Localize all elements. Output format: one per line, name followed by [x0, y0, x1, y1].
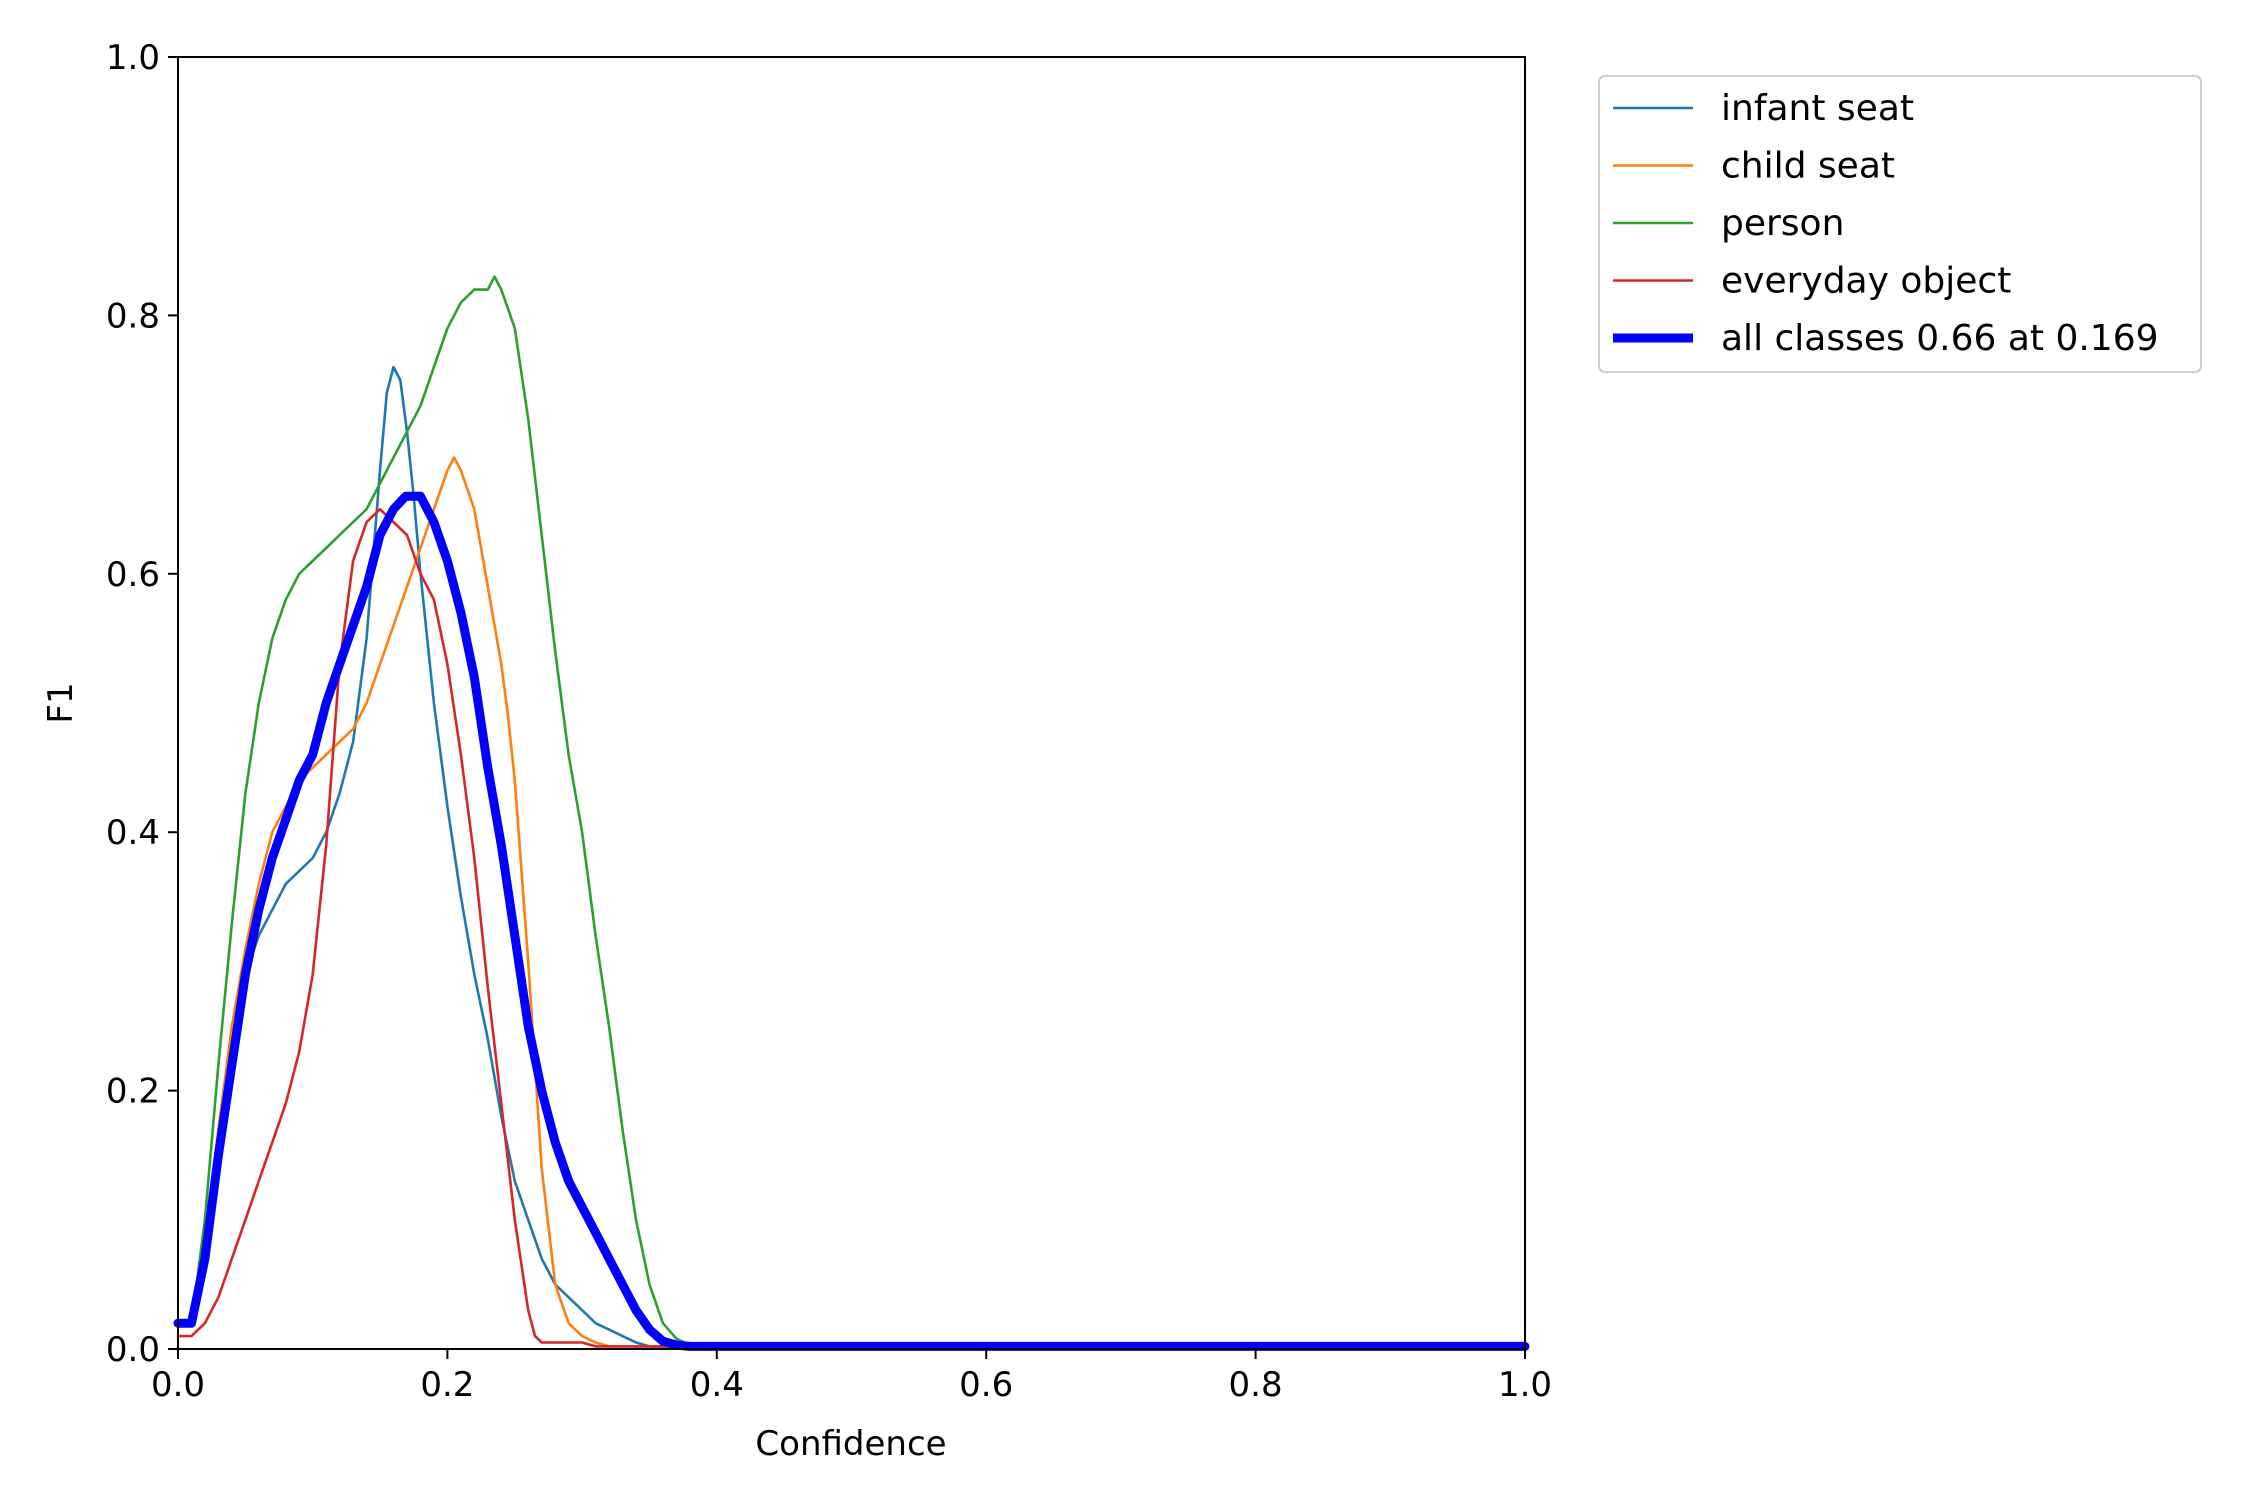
- y-tick-label: 0.6: [106, 555, 160, 595]
- x-axis-ticks: 0.0 0.2 0.4 0.6 0.8 1.0: [151, 1349, 1552, 1405]
- plot-frame: [177, 56, 1526, 1350]
- legend-label-infant-seat: infant seat: [1721, 88, 1914, 129]
- x-tick-label: 1.0: [1498, 1365, 1552, 1405]
- y-tick-label: 0.2: [106, 1072, 160, 1112]
- curve-all-classes-0-66-at-0-169: [173, 491, 1530, 1351]
- x-tick-label: 0.4: [690, 1365, 744, 1405]
- y-tick-label: 0.8: [106, 296, 160, 336]
- legend: infant seat child seat person everyday obje…: [1598, 75, 2202, 373]
- x-tick-label: 0.8: [1229, 1365, 1283, 1405]
- y-axis-label: F1: [41, 682, 81, 723]
- x-tick-label: 0.0: [151, 1365, 205, 1405]
- y-axis-ticks: 0.0 0.2 0.4 0.6 0.8 1.0: [106, 38, 178, 1370]
- legend-label-person: person: [1721, 203, 1844, 244]
- legend-label-child-seat: child seat: [1721, 146, 1895, 187]
- curves-group: [173, 275, 1530, 1351]
- x-axis-label: Confidence: [755, 1424, 946, 1464]
- y-tick-label: 0.4: [106, 813, 160, 853]
- legend-box: [1598, 75, 2202, 373]
- legend-label-everyday-object: everyday object: [1721, 261, 2011, 302]
- y-tick-label: 1.0: [106, 38, 160, 78]
- x-tick-label: 0.6: [959, 1365, 1013, 1405]
- curve-person: [176, 275, 1527, 1348]
- legend-label-all-classes-0-66-at-0-169: all classes 0.66 at 0.169: [1721, 318, 2159, 359]
- y-tick-label: 0.0: [106, 1330, 160, 1370]
- x-tick-label: 0.2: [420, 1365, 474, 1405]
